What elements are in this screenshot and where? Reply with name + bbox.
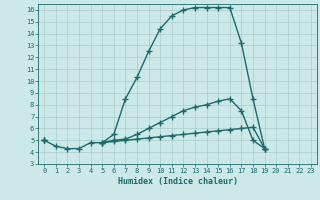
X-axis label: Humidex (Indice chaleur): Humidex (Indice chaleur) <box>118 177 238 186</box>
